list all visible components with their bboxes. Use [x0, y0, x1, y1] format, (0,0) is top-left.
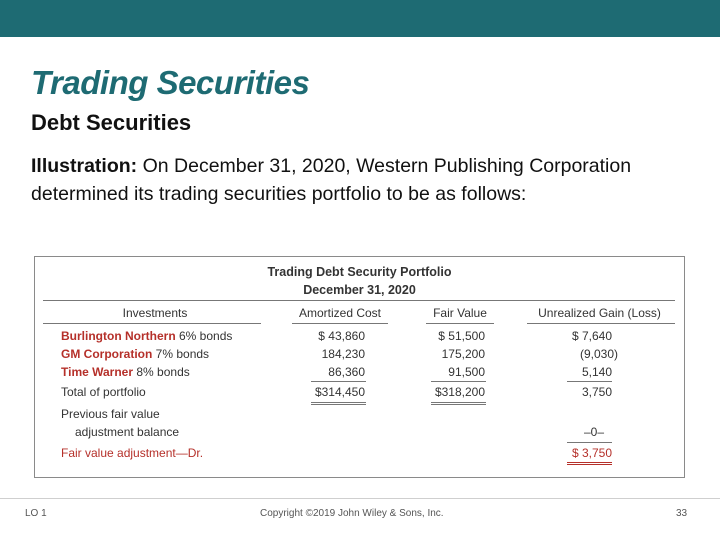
header-rule-fair	[426, 323, 494, 324]
adjustment-double-rule-1	[567, 462, 612, 463]
table-row-name: GM Corporation 7% bonds	[61, 347, 210, 361]
page-number: 33	[676, 508, 688, 519]
amortized-cost-value: $ 43,860	[318, 329, 365, 343]
top-banner	[0, 0, 720, 37]
header-rule-gain	[527, 323, 675, 324]
adjustment-label: Fair value adjustment—Dr.	[61, 446, 204, 460]
unrealized-gain-value: (9,030)	[579, 347, 618, 361]
subtotal-rule-gain	[567, 381, 612, 382]
total-double-rule-cost-2	[311, 404, 366, 405]
portfolio-table: Trading Debt Security Portfolio December…	[34, 256, 685, 478]
subtotal-rule-cost	[311, 381, 366, 382]
header-rule-investments	[43, 323, 261, 324]
previous-balance-value: –0–	[583, 425, 604, 439]
adjustment-value: $ 3,750	[571, 446, 612, 460]
col-header-amortized-cost: Amortized Cost	[298, 306, 382, 320]
total-fair: $318,200	[434, 385, 485, 399]
footer-divider	[0, 498, 720, 499]
fair-value-value: 175,200	[441, 347, 485, 361]
total-gain: 3,750	[581, 385, 612, 399]
slide-title: Trading Securities	[31, 64, 310, 101]
table-row-name: Time Warner 8% bonds	[61, 365, 190, 379]
learning-objective: LO 1	[25, 508, 47, 519]
total-double-rule-fair-1	[431, 402, 486, 403]
col-header-fair-value: Fair Value	[433, 306, 487, 320]
fair-value-value: $ 51,500	[438, 329, 485, 343]
total-label: Total of portfolio	[61, 385, 146, 399]
subtotal-rule-fair	[431, 381, 486, 382]
table-row-name: Burlington Northern 6% bonds	[61, 329, 233, 343]
adjustment-rule	[567, 442, 612, 443]
total-cost: $314,450	[314, 385, 365, 399]
amortized-cost-value: 86,360	[328, 365, 365, 379]
slide-subtitle: Debt Securities	[31, 110, 192, 135]
previous-label-line1: Previous fair value	[61, 407, 160, 421]
illustration-paragraph: Illustration: On December 31, 2020, West…	[31, 152, 671, 208]
unrealized-gain-value: $ 7,640	[571, 329, 612, 343]
total-double-rule-cost-1	[311, 402, 366, 403]
table-date: December 31, 2020	[303, 283, 416, 297]
illustration-label: Illustration:	[31, 155, 138, 177]
adjustment-double-rule-2	[567, 464, 612, 465]
table-title: Trading Debt Security Portfolio	[267, 265, 452, 279]
copyright-text: Copyright ©2019 John Wiley & Sons, Inc.	[260, 508, 444, 519]
unrealized-gain-value: 5,140	[581, 365, 612, 379]
col-header-investments: Investments	[122, 306, 188, 320]
previous-label-line2: adjustment balance	[75, 425, 180, 439]
amortized-cost-value: 184,230	[321, 347, 365, 361]
total-double-rule-fair-2	[431, 404, 486, 405]
illustration-text: On December 31, 2020, Western Publishing…	[31, 155, 632, 205]
col-header-unrealized-gain: Unrealized Gain (Loss)	[538, 306, 661, 320]
fair-value-value: 91,500	[448, 365, 485, 379]
header-rule-cost	[292, 323, 388, 324]
header-top-rule	[43, 300, 675, 301]
